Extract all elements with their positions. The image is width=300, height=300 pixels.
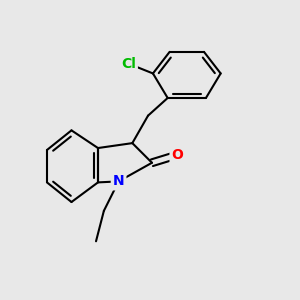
Text: O: O [172,148,183,162]
Text: Cl: Cl [121,57,136,70]
Text: N: N [113,174,124,188]
